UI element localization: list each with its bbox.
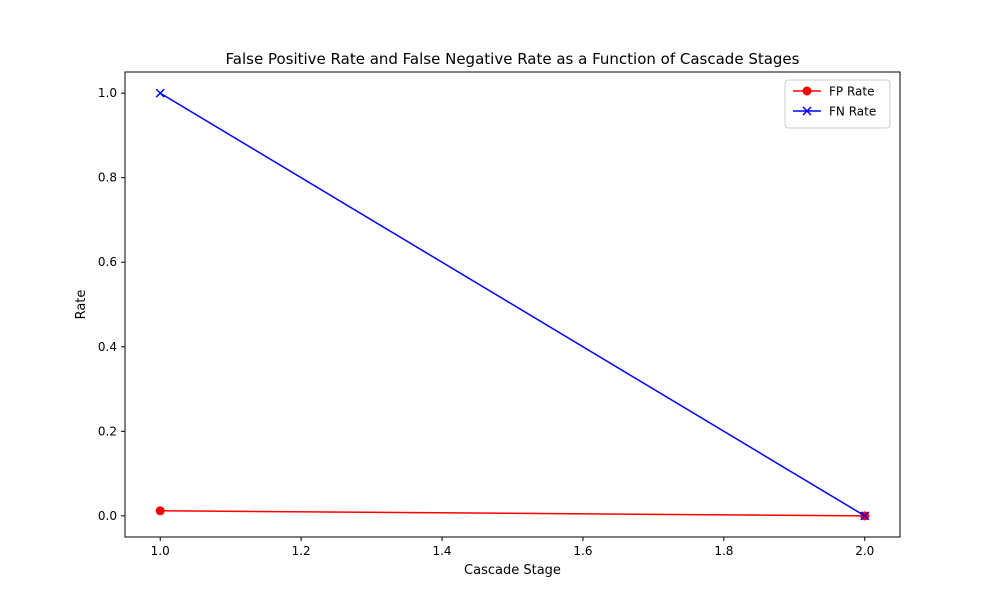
y-ticks: 0.0 0.2 0.4 0.6 0.8 1.0 <box>98 86 125 523</box>
x-tick-label: 1.2 <box>292 544 311 558</box>
legend-item-fp-rate: FP Rate <box>793 85 874 99</box>
series-fp-rate <box>155 506 870 521</box>
legend-marker <box>802 86 812 96</box>
x-tick-label: 1.8 <box>714 544 733 558</box>
y-tick-label: 0.0 <box>98 509 117 523</box>
x-ticks: 1.0 1.2 1.4 1.6 1.8 2.0 <box>151 537 874 558</box>
legend-label: FP Rate <box>829 85 874 99</box>
series-line-fn-rate <box>159 92 866 517</box>
series-fn-rate <box>155 88 870 521</box>
y-tick-label: 1.0 <box>98 86 117 100</box>
data-point-fn-rate-stroke-b <box>155 88 165 98</box>
legend-label: FN Rate <box>829 105 876 119</box>
series-line-fp-rate <box>160 510 865 517</box>
data-point-fn-rate <box>155 88 165 98</box>
x-axis-label: Cascade Stage <box>464 563 561 578</box>
y-tick-label: 0.2 <box>98 424 117 438</box>
x-tick-label: 1.4 <box>432 544 451 558</box>
y-tick-label: 0.4 <box>98 340 117 354</box>
y-tick-label: 0.6 <box>98 255 117 269</box>
data-point-fp-rate <box>155 506 165 516</box>
data-point-fn-rate <box>860 511 870 521</box>
series-layer <box>155 88 870 521</box>
axes-frame <box>124 71 901 538</box>
x-tick-label: 1.0 <box>151 544 170 558</box>
x-tick-label: 2.0 <box>855 544 874 558</box>
y-tick-label: 0.8 <box>98 171 117 185</box>
legend-marker <box>802 106 812 116</box>
y-axis-label: Rate <box>74 290 89 320</box>
legend-item-fn-rate: FN Rate <box>793 105 876 119</box>
data-point-fn-rate-stroke-b <box>860 511 870 521</box>
chart-title: False Positive Rate and False Negative R… <box>226 50 800 68</box>
x-tick-label: 1.6 <box>573 544 592 558</box>
legend-marker-stroke-b <box>802 106 812 116</box>
legend: FP Rate FN Rate <box>784 79 891 129</box>
